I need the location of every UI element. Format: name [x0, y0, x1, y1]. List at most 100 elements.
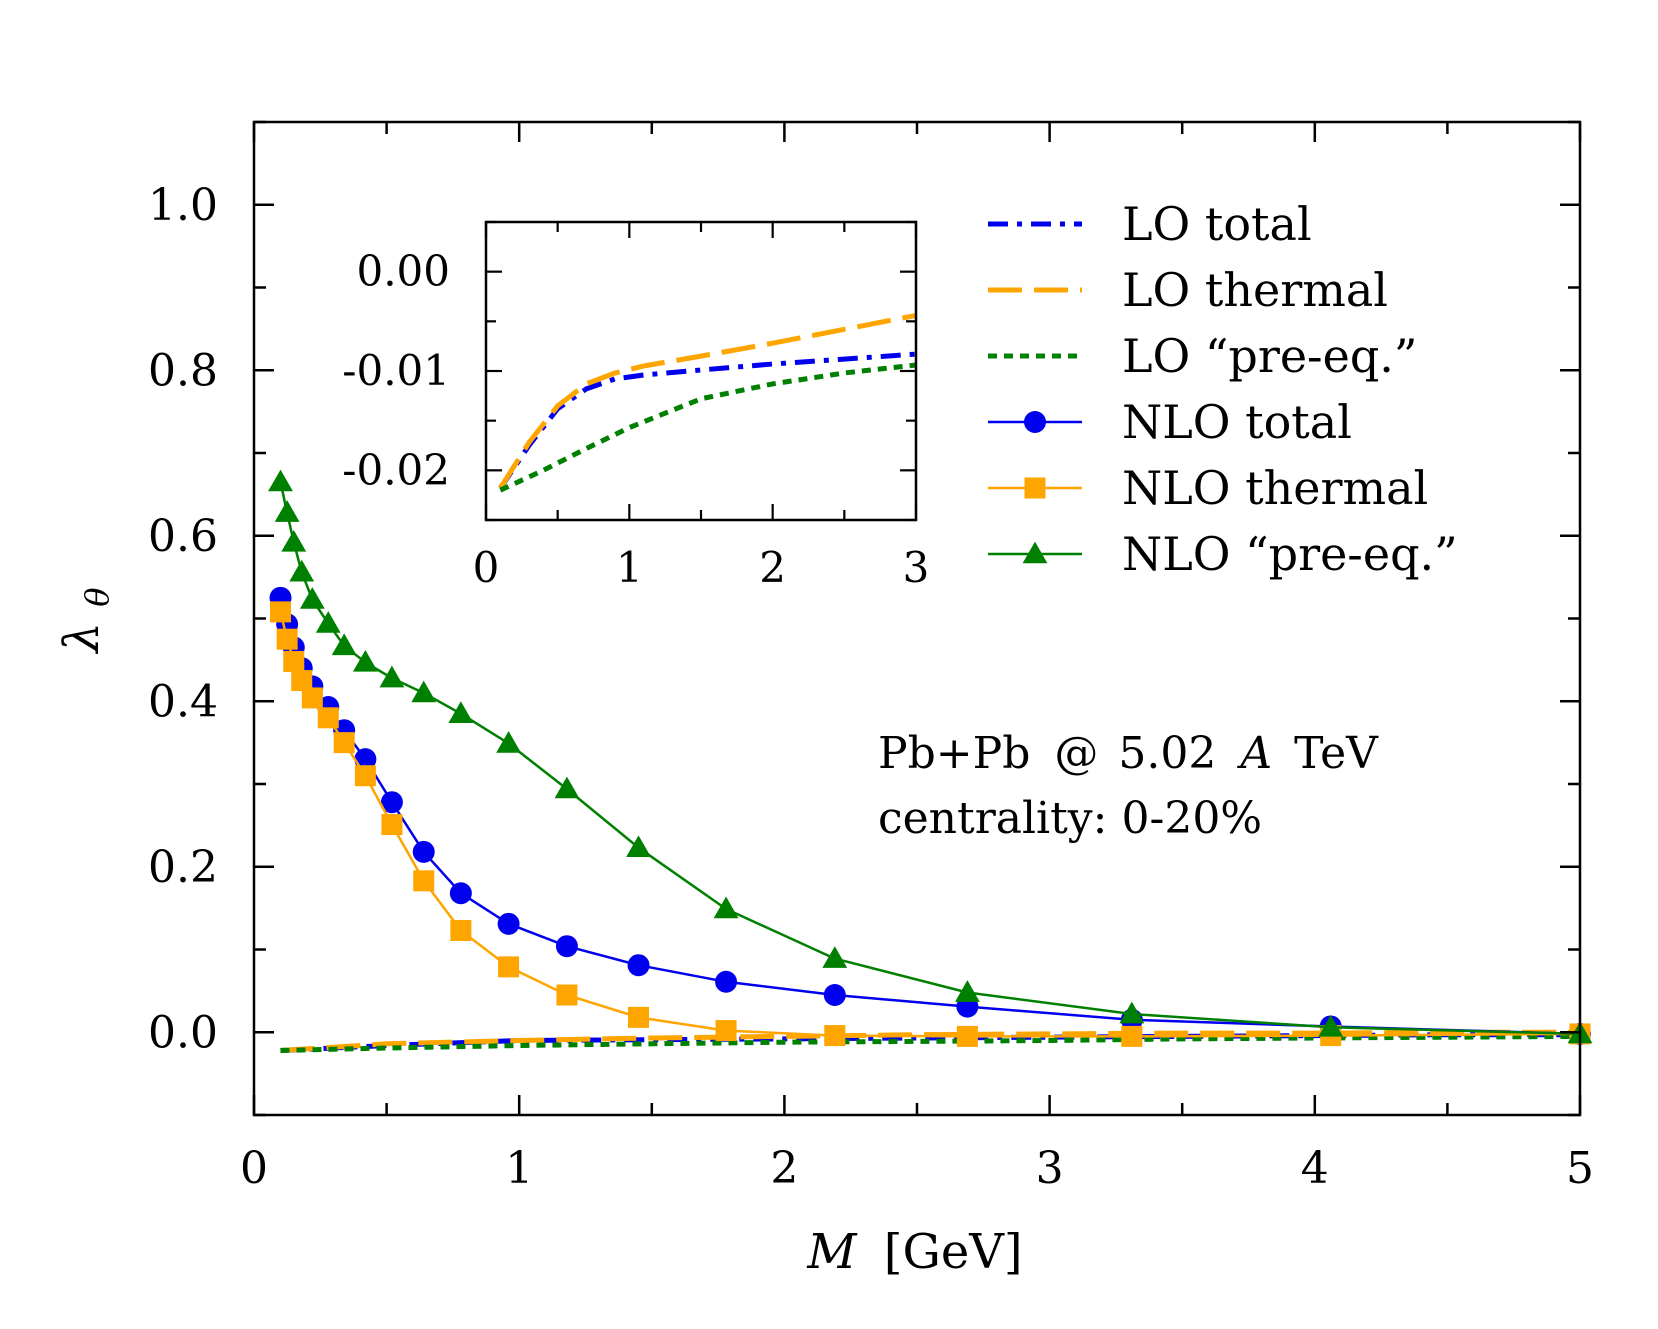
- data-point-circle: [497, 912, 520, 935]
- data-point-triangle: [315, 611, 341, 633]
- legend-label: LO thermal: [1122, 263, 1388, 317]
- y-tick-label: 0.8: [148, 345, 218, 396]
- x-tick-label: 2: [770, 1143, 798, 1194]
- y-tick-label: 0.4: [148, 676, 218, 727]
- inset-x-tick-label: 0: [473, 543, 500, 592]
- y-tick-label: 1.0: [148, 180, 218, 231]
- data-point-circle: [823, 984, 846, 1007]
- data-point-circle: [627, 954, 650, 977]
- x-axis-variable: M: [806, 1224, 858, 1280]
- data-point-square: [276, 628, 298, 650]
- data-point-square: [556, 984, 578, 1006]
- x-axis-unit: [GeV]: [884, 1224, 1023, 1280]
- data-point-square: [498, 956, 520, 978]
- legend-label: LO “pre-eq.”: [1122, 329, 1417, 383]
- data-point-triangle: [281, 529, 307, 552]
- inset-x-tick-label: 3: [903, 543, 930, 592]
- data-point-triangle: [1318, 1014, 1344, 1037]
- data-point-triangle: [289, 559, 315, 582]
- series-line: [280, 1029, 1580, 1053]
- data-point-square: [824, 1025, 846, 1047]
- data-point-triangle: [299, 587, 325, 609]
- y-tick-label: 0.0: [148, 1007, 218, 1058]
- data-point-triangle: [448, 701, 474, 723]
- data-point-triangle: [554, 776, 580, 799]
- main-series-group: [268, 469, 1593, 1053]
- inset-series-group: [498, 312, 917, 493]
- data-point-triangle: [411, 680, 437, 703]
- data-point-triangle: [352, 649, 378, 672]
- data-point-square: [381, 814, 403, 836]
- y-axis-title: λ θ: [54, 588, 116, 655]
- data-point-square: [1121, 1025, 1143, 1047]
- inset-series-lo-thermal: [498, 312, 917, 490]
- legend: LO total LO thermal LO “pre-eq.” NLO total N…: [988, 197, 1458, 581]
- data-point-triangle: [496, 731, 521, 753]
- legend-item-nlo-thermal: NLO thermal: [988, 461, 1428, 515]
- data-point-triangle: [268, 469, 293, 492]
- legend-label: LO total: [1122, 197, 1312, 251]
- data-point-square: [628, 1006, 650, 1028]
- inset-plot-area: 0 1 2 3 -0.02 -0.01 0.00: [342, 220, 930, 592]
- data-point-circle: [449, 882, 472, 905]
- annotation-collision-system: Pb+Pb @ 5.02 A TeV: [878, 728, 1379, 779]
- data-point-triangle: [331, 633, 357, 656]
- y-tick-label: 0.6: [148, 511, 218, 562]
- data-point-triangle: [626, 835, 651, 858]
- series-line: [280, 1033, 1581, 1053]
- data-point-circle: [354, 748, 377, 771]
- data-point-square: [413, 870, 435, 892]
- x-tick-label: 1: [505, 1143, 533, 1194]
- annotation-centrality: centrality: 0-20%: [878, 793, 1262, 844]
- data-point-triangle: [954, 980, 980, 1002]
- data-point-square: [354, 765, 376, 787]
- legend-item-lo-thermal: LO thermal: [988, 263, 1388, 317]
- data-point-square: [956, 1025, 978, 1047]
- series-lo-thermal: [280, 1029, 1580, 1053]
- legend-marker: [1022, 541, 1048, 564]
- data-point-square: [301, 687, 323, 709]
- data-point-triangle: [822, 946, 848, 968]
- data-point-circle: [412, 840, 435, 863]
- legend-marker: [1024, 411, 1046, 433]
- inset-y-tick-label: 0.00: [356, 247, 450, 296]
- x-tick-label: 4: [1301, 1143, 1329, 1194]
- legend-item-nlo-total: NLO total: [988, 395, 1352, 449]
- inset-y-tick-label: -0.02: [342, 445, 450, 494]
- data-point-triangle: [379, 665, 405, 688]
- x-tick-label: 3: [1036, 1143, 1064, 1194]
- legend-label: NLO “pre-eq.”: [1122, 527, 1458, 581]
- inset-x-tick-label: 2: [759, 543, 786, 592]
- annotation-text: Pb+Pb @ 5.02 A TeV centrality: 0-20%: [878, 728, 1379, 844]
- legend-item-lo-total: LO total: [988, 197, 1312, 251]
- inset-y-tick-label: -0.01: [342, 346, 450, 395]
- main-plot-area: 0 1 2 3 4 5 0.0 0.2 0.4 0.6 0.8 1.0: [148, 120, 1594, 1194]
- data-point-square: [317, 707, 339, 729]
- legend-label: NLO total: [1122, 395, 1352, 449]
- y-axis-subscript: θ: [78, 588, 116, 607]
- legend-item-nlo-pre-eq: NLO “pre-eq.”: [988, 527, 1458, 581]
- y-tick-label: 0.2: [148, 842, 218, 893]
- axis-titles: M [GeV] λ θ: [54, 588, 1023, 1280]
- inset-axis-ticks: 0 1 2 3 -0.02 -0.01 0.00: [342, 220, 930, 592]
- data-point-square: [270, 601, 292, 623]
- x-tick-label: 0: [240, 1143, 268, 1194]
- x-axis-title: M [GeV]: [806, 1224, 1022, 1280]
- data-point-square: [291, 670, 313, 692]
- x-tick-label: 5: [1566, 1143, 1594, 1194]
- main-axis-ticks: 0 1 2 3 4 5 0.0 0.2 0.4 0.6 0.8 1.0: [148, 120, 1594, 1194]
- y-axis-symbol: λ: [54, 622, 110, 654]
- data-point-square: [283, 651, 305, 673]
- data-point-square: [715, 1020, 737, 1042]
- inset-series-lo-pre-eq: [499, 362, 917, 493]
- legend-marker: [1024, 477, 1046, 499]
- legend-label: NLO thermal: [1122, 461, 1428, 515]
- data-point-triangle: [713, 896, 739, 919]
- data-point-circle: [555, 935, 578, 958]
- data-point-circle: [380, 791, 403, 814]
- inset-x-tick-label: 1: [616, 543, 643, 592]
- series-lo-pre-eq: [280, 1033, 1581, 1053]
- data-point-circle: [715, 970, 738, 993]
- data-point-triangle: [1119, 1001, 1145, 1024]
